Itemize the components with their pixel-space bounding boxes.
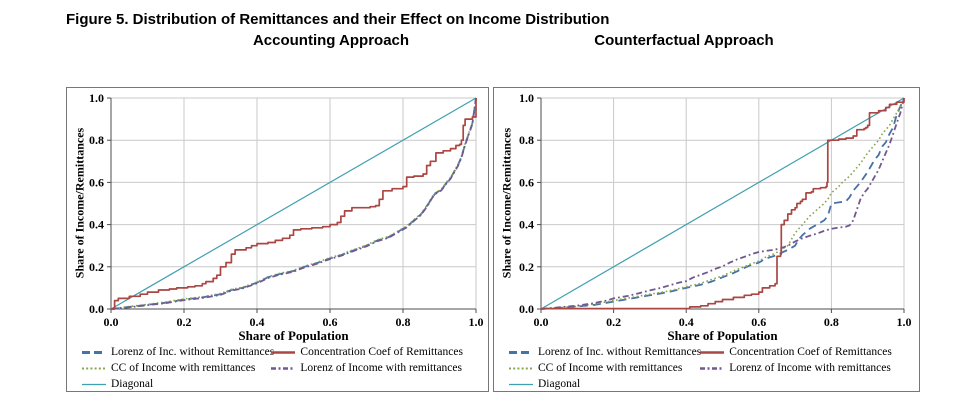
axes (107, 97, 477, 313)
legend-item-diagonal: Diagonal (81, 376, 270, 392)
x-tick-label: 0.0 (104, 315, 119, 329)
legend-swatch-icon (271, 350, 296, 354)
x-axis-title: Share of Population (238, 328, 349, 343)
legend-label: Diagonal (538, 378, 581, 390)
tick-labels: 0.0 0.2 0.4 0.6 0.8 1.0 0.0 0.2 0.4 0.6 0.8 1.0 (519, 91, 912, 329)
accounting-plot-area: 0.0 0.2 0.4 0.6 0.8 1.0 0.0 0.2 0.4 0.6 0.8 1.0 (89, 91, 484, 329)
legend-swatch-icon (700, 366, 725, 370)
y-tick-label: 0.6 (519, 175, 534, 189)
y-tick-label: 1.0 (89, 91, 104, 105)
series-concentration-coef-of-remittances (541, 98, 905, 310)
legend-swatch-icon (509, 383, 533, 385)
x-tick-label: 0.6 (751, 315, 766, 329)
accounting-chart-box: 0.0 0.2 0.4 0.6 0.8 1.0 0.0 0.2 0.4 0.6 0.8 1.0 Sha… (66, 87, 489, 392)
series-concentration-coef-of-remittances (111, 98, 477, 310)
subtitle-accounting-approach: Accounting Approach (252, 32, 410, 49)
y-tick-label: 0.4 (519, 218, 534, 232)
subtitle-counterfactual-approach: Counterfactual Approach (594, 32, 774, 49)
series-diagonal (540, 97, 905, 310)
y-tick-label: 0.4 (89, 218, 104, 232)
legend-label: CC of Income with remittances (538, 362, 683, 374)
legend-label: Lorenz of Inc. without Remittances (111, 346, 275, 358)
gridlines (111, 97, 477, 309)
legend-item-cc-of-income-with-remittances: CC of Income with remittances (508, 360, 699, 376)
legend-label: Concentration Coef of Remittances (729, 346, 892, 358)
legend-swatch-icon (509, 367, 533, 369)
x-tick-label: 0.6 (323, 315, 338, 329)
legend-item-concentration-coef-of-remittances: Concentration Coef of Remittances (699, 344, 915, 360)
y-tick-label: 0.0 (519, 302, 534, 316)
legend-item-lorenz-of-inc-without-remittances: Lorenz of Inc. without Remittances (81, 344, 274, 360)
x-tick-label: 0.2 (606, 315, 621, 329)
y-tick-label: 0.8 (89, 133, 104, 147)
x-tick-label: 1.0 (469, 315, 484, 329)
y-tick-label: 0.0 (89, 302, 104, 316)
legend-item-diagonal: Diagonal (508, 376, 699, 392)
legend-swatch-icon (82, 367, 106, 369)
legend-item-cc-of-income-with-remittances: CC of Income with remittances (81, 360, 270, 376)
y-tick-label: 0.2 (519, 260, 534, 274)
x-tick-label: 1.0 (897, 315, 912, 329)
legend-swatch-icon (509, 350, 533, 354)
x-tick-label: 0.4 (250, 315, 265, 329)
y-tick-label: 0.6 (89, 175, 104, 189)
y-tick-label: 0.8 (519, 133, 534, 147)
x-tick-label: 0.4 (679, 315, 694, 329)
series-lorenz-of-inc-without-remittances (540, 97, 905, 310)
legend-swatch-icon (82, 383, 106, 385)
y-axis-title: Share of Income/Remittances (72, 127, 87, 279)
legend-item-lorenz-of-income-with-remittances: Lorenz of Income with remittances (270, 360, 484, 376)
y-axis-title: Share of Income/Remittances (499, 127, 514, 279)
figure-title: Figure 5. Distribution of Remittances an… (66, 11, 610, 28)
counterfactual-plot-area: 0.0 0.2 0.4 0.6 0.8 1.0 0.0 0.2 0.4 0.6 0.8 1.0 (519, 91, 912, 329)
legend-label: Lorenz of Income with remittances (300, 362, 462, 374)
series-lorenz-of-income-with-remittances (110, 97, 477, 310)
x-tick-label: 0.8 (824, 315, 839, 329)
legend-swatch-icon (82, 350, 106, 354)
series-cc-of-income-with-remittances (540, 97, 905, 310)
tick-labels: 0.0 0.2 0.4 0.6 0.8 1.0 0.0 0.2 0.4 0.6 0.8 1.0 (89, 91, 484, 329)
legend-swatch-icon (271, 366, 296, 370)
x-tick-label: 0.2 (177, 315, 192, 329)
x-tick-label: 0.0 (534, 315, 549, 329)
legend: Lorenz of Inc. without Remittances Concen… (508, 344, 915, 392)
legend-item-lorenz-of-income-with-remittances: Lorenz of Income with remittances (699, 360, 915, 376)
legend-label: Concentration Coef of Remittances (300, 346, 463, 358)
x-tick-label: 0.8 (396, 315, 411, 329)
legend-item-lorenz-of-inc-without-remittances: Lorenz of Inc. without Remittances (508, 344, 702, 360)
counterfactual-chart-box: 0.0 0.2 0.4 0.6 0.8 1.0 0.0 0.2 0.4 0.6 0.8 1.0 Sha… (493, 87, 920, 392)
legend: Lorenz of Inc. without Remittances Concen… (81, 344, 484, 392)
legend-label: CC of Income with remittances (111, 362, 256, 374)
gridlines (541, 97, 905, 309)
y-tick-label: 1.0 (519, 91, 534, 105)
legend-item-concentration-coef-of-remittances: Concentration Coef of Remittances (270, 344, 484, 360)
x-axis-title: Share of Population (667, 328, 778, 343)
legend-label: Diagonal (111, 378, 154, 390)
y-tick-label: 0.2 (89, 260, 104, 274)
legend-label: Lorenz of Income with remittances (729, 362, 891, 374)
series-diagonal (110, 97, 477, 310)
legend-swatch-icon (700, 350, 725, 354)
legend-label: Lorenz of Inc. without Remittances (538, 346, 702, 358)
